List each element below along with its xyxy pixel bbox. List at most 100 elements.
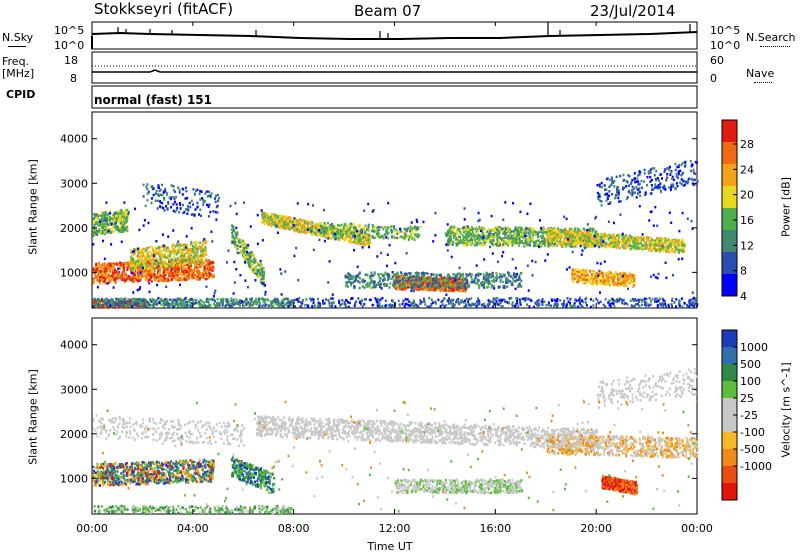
range-gate-cell (422, 283, 424, 286)
range-gate-cell (138, 304, 140, 308)
range-gate-cell (350, 283, 353, 287)
range-gate-cell (138, 270, 141, 274)
range-gate-cell (422, 275, 425, 279)
range-gate-cell (156, 303, 159, 307)
range-gate-cell (197, 258, 199, 261)
range-gate-cell (94, 303, 96, 306)
range-gate-cell (201, 258, 204, 262)
range-gate-cell (178, 188, 181, 192)
range-gate-cell (130, 256, 133, 260)
range-gate-cell (122, 230, 124, 233)
range-gate-cell (109, 270, 112, 273)
range-gate-cell (323, 225, 326, 229)
range-gate-cell (179, 257, 181, 261)
range-gate-cell (102, 305, 105, 309)
range-gate-cell (300, 226, 303, 230)
range-gate-cell (249, 264, 252, 267)
range-gate-cell (340, 223, 343, 227)
range-gate-cell (189, 256, 191, 260)
range-gate-cell (176, 206, 179, 210)
range-gate-cell (119, 264, 122, 267)
range-gate-cell (193, 248, 196, 251)
range-gate-cell (117, 305, 120, 309)
range-gate-cell (155, 298, 158, 302)
range-gate-cell (106, 273, 109, 276)
range-gate-cell (97, 304, 100, 307)
range-gate-cell (246, 249, 248, 252)
range-gate-cell (112, 273, 115, 277)
range-gate-cell (446, 281, 449, 284)
range-gate-cell (409, 286, 412, 289)
range-gate-cell (145, 266, 148, 270)
range-gate-cell (206, 297, 209, 301)
range-gate-cell (413, 280, 416, 283)
range-gate-cell (255, 297, 258, 301)
range-gate-cell (188, 253, 191, 256)
range-gate-cell (203, 301, 206, 304)
range-gate-cell (387, 231, 390, 235)
range-gate-cell (360, 234, 363, 237)
range-gate-cell (179, 300, 182, 304)
range-gate-cell (378, 277, 381, 280)
range-gate-cell (154, 266, 157, 269)
range-gate-cell (407, 238, 410, 241)
range-gate-cell (417, 280, 420, 284)
range-gate-cell (99, 304, 102, 307)
range-gate-cell (240, 301, 243, 304)
range-gate-cell (102, 301, 105, 305)
range-gate-cell (243, 301, 246, 304)
range-gate-cell (428, 278, 431, 282)
range-gate-cell (163, 197, 165, 200)
range-gate-cell (404, 234, 407, 237)
range-gate-cell (396, 232, 399, 236)
range-gate-cell (418, 282, 421, 286)
range-gate-cell (372, 283, 375, 286)
range-gate-cell (124, 209, 127, 212)
range-gate-cell (175, 203, 178, 206)
range-gate-cell (136, 254, 139, 258)
range-gate-cell (195, 241, 198, 244)
range-gate-cell (353, 232, 356, 236)
range-gate-cell (204, 248, 207, 252)
range-gate-cell (144, 258, 147, 261)
velocity-colorbar-segment (722, 432, 737, 449)
range-gate-cell (273, 219, 276, 222)
range-gate-cell (349, 230, 352, 233)
range-gate-cell (120, 212, 123, 216)
range-gate-cell (267, 223, 270, 226)
range-gate-cell (204, 241, 207, 244)
range-gate-cell (111, 298, 114, 301)
range-gate-cell (198, 265, 201, 268)
range-gate-cell (462, 272, 464, 276)
range-gate-cell (357, 228, 360, 231)
range-gate-cell (305, 220, 308, 223)
range-gate-cell (164, 187, 167, 191)
range-gate-cell (139, 305, 142, 308)
range-gate-cell (145, 271, 148, 274)
range-gate-cell (350, 236, 353, 240)
range-gate-cell (413, 286, 415, 289)
range-gate-cell (298, 230, 301, 234)
range-gate-cell (108, 277, 111, 280)
range-gate-cell (159, 274, 162, 277)
range-gate-cell (194, 265, 197, 269)
range-gate-cell (283, 218, 286, 222)
range-gate-cell (408, 284, 411, 288)
range-gate-cell (342, 222, 345, 226)
range-gate-cell (177, 276, 180, 280)
range-gate-cell (444, 289, 447, 292)
range-gate-cell (217, 304, 220, 307)
range-gate-cell (205, 258, 208, 261)
range-gate-cell (107, 273, 110, 276)
range-gate-cell (146, 258, 149, 262)
range-gate-cell (174, 264, 177, 267)
range-gate-cell (154, 192, 157, 195)
range-gate-cell (189, 271, 192, 274)
range-gate-cell (107, 301, 110, 305)
range-gate-cell (159, 200, 162, 203)
range-gate-cell (245, 260, 248, 264)
range-gate-cell (214, 194, 217, 198)
range-gate-cell (412, 276, 415, 279)
range-gate-cell (177, 246, 180, 250)
range-gate-cell (489, 273, 492, 277)
